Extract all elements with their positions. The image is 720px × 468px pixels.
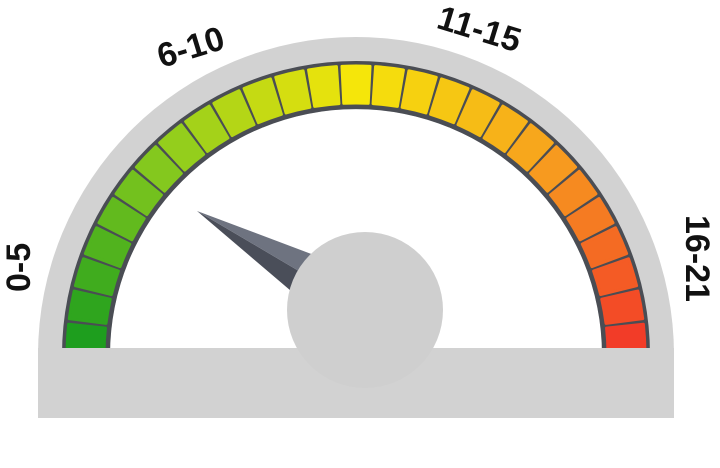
gauge-segment: [529, 145, 578, 193]
gauge-segment: [158, 123, 206, 172]
range-label-16-21: 16-21: [678, 215, 716, 302]
gauge-segment: [600, 289, 645, 325]
gauge-segment: [482, 104, 528, 153]
gauge-segment: [242, 77, 283, 125]
gauge-segment: [307, 65, 341, 108]
gauge-hub: [287, 232, 443, 388]
gauge-segment: [97, 197, 146, 242]
gauge-segment: [429, 77, 470, 125]
gauge-segment: [400, 69, 438, 115]
gauge-segment: [134, 145, 183, 193]
gauge-segment: [580, 226, 629, 269]
gauge-segment: [274, 69, 312, 115]
gauge-segment: [340, 64, 372, 105]
gauge-segment: [184, 104, 230, 153]
gauge-segment: [371, 65, 405, 108]
range-label-6-10: 6-10: [153, 19, 229, 75]
gauge-segments: [65, 64, 647, 355]
gauge-segment: [212, 89, 256, 138]
gauge-segment: [506, 123, 554, 172]
gauge-segment: [114, 169, 163, 217]
gauge-segment: [566, 197, 615, 242]
range-label-0-5: 0-5: [0, 243, 38, 292]
gauge-segment: [73, 257, 120, 297]
gauge-face: [110, 109, 602, 355]
gauge-segment: [83, 226, 132, 269]
gauge-segment: [456, 89, 500, 138]
gauge-segment: [592, 257, 639, 297]
gauge-segment: [67, 289, 112, 325]
gauge-segment: [549, 169, 598, 217]
